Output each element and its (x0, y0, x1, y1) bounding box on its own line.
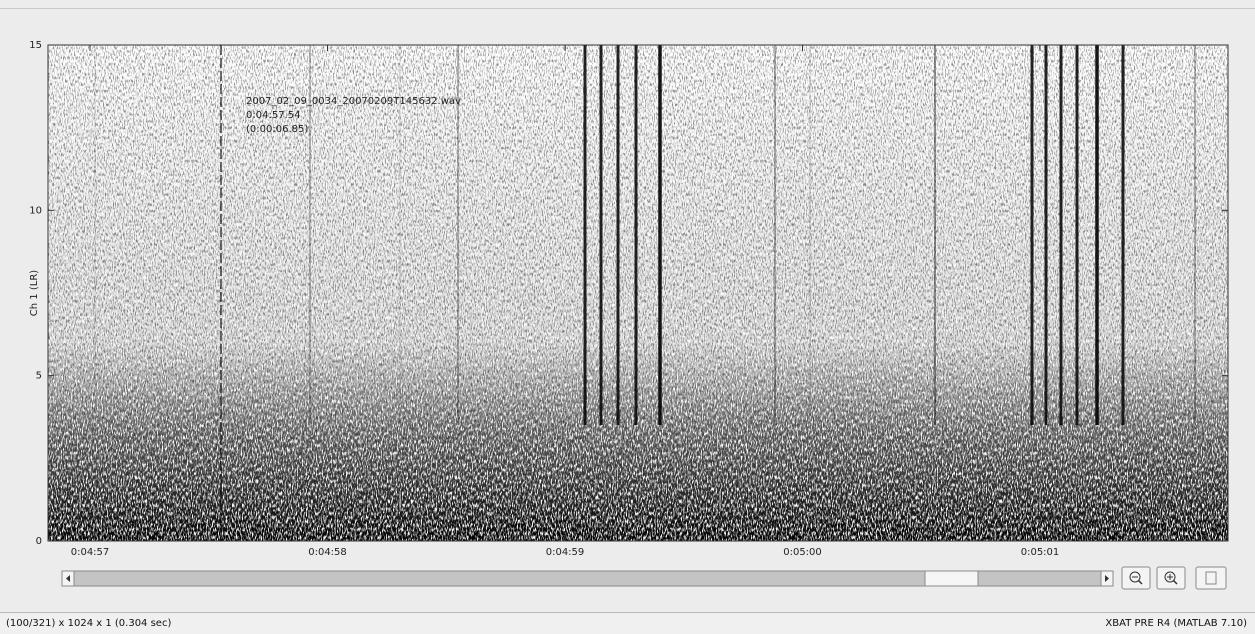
top-border (0, 8, 1255, 9)
y-tick-label: 5 (36, 371, 42, 382)
annotation-line: 2007_02_09_0034_20070209T145632.wav (246, 96, 461, 107)
axes: 0 5 10 15 0:04:57 0:04:58 0:04:59 0:05:00 0:05:0… (29, 40, 1228, 558)
noise-dense (48, 45, 1228, 541)
x-tick-label: 0:04:59 (546, 547, 585, 558)
figure: 2007_02_09_0034_20070209T145632.wav 0:04:… (0, 8, 1255, 590)
status-bar: (100/321) x 1024 x 1 (0.304 sec) XBAT PR… (0, 612, 1255, 634)
x-tick-label: 0:04:57 (71, 547, 110, 558)
plot-frame (47, 44, 1229, 542)
fit-button[interactable] (1195, 566, 1227, 590)
x-tick-label: 0:05:01 (1021, 547, 1060, 558)
x-tick-label: 0:04:58 (308, 547, 347, 558)
zoom-out-button[interactable] (1121, 566, 1151, 590)
zoom-in-button[interactable] (1156, 566, 1186, 590)
status-left: (100/321) x 1024 x 1 (0.304 sec) (6, 618, 172, 629)
scroll-thumb[interactable] (924, 570, 979, 587)
annotation-line: (0:00:06.85) (246, 124, 308, 135)
streaks (94, 45, 1196, 425)
y-tick-label: 0 (36, 536, 42, 547)
annotation: 2007_02_09_0034_20070209T145632.wav 0:04:… (246, 96, 461, 135)
y-axis-label: Ch 1 (LR) (29, 270, 40, 316)
y-tick-label: 10 (29, 205, 42, 216)
status-right: XBAT PRE R4 (MATLAB 7.10) (1105, 618, 1247, 629)
x-tick-label: 0:05:00 (783, 547, 822, 558)
spectrogram (48, 45, 1228, 541)
y-tick-label: 15 (29, 40, 42, 51)
annotation-line: 0:04:57.54 (246, 110, 300, 121)
